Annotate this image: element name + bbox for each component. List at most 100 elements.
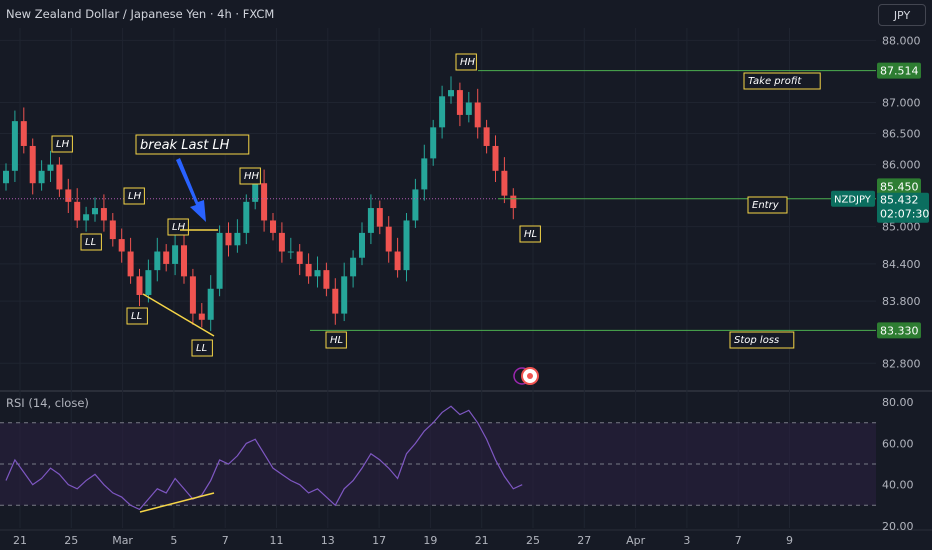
candle-body <box>118 239 125 252</box>
candle-body <box>38 170 45 184</box>
rsi-line <box>5 405 523 511</box>
rsi-axis-tick: 20.00 <box>882 520 914 533</box>
price-axis-tick: 87.000 <box>882 97 921 110</box>
rsi-axis-tick: 60.00 <box>882 437 914 450</box>
time-axis-tick: 7 <box>735 534 742 547</box>
symbol-tag-bg <box>831 190 875 207</box>
candle-body <box>465 102 472 115</box>
candle-body <box>100 208 107 221</box>
annotation-stop-loss-box <box>729 331 795 349</box>
time-axis-tick: 21 <box>475 534 489 547</box>
replay-icon-dot <box>527 373 533 379</box>
entry-price-label: 85.450 <box>880 180 919 193</box>
stop-loss-price-label-bg <box>877 322 921 339</box>
candle-body <box>287 251 294 253</box>
candle-body <box>314 270 321 277</box>
take-profit-price-label-bg <box>877 62 921 79</box>
candle-body <box>385 226 392 252</box>
price-axis-tick: 83.800 <box>882 295 921 308</box>
time-axis-tick: 25 <box>64 534 78 547</box>
candle-body <box>225 232 232 246</box>
annotation-ll-box <box>126 307 148 325</box>
currency-button[interactable]: JPY <box>878 4 926 26</box>
candle-body <box>376 208 383 227</box>
candle-body <box>154 251 161 271</box>
candle-body <box>127 251 134 277</box>
annotation-hl-box <box>325 331 347 349</box>
time-axis-tick: Apr <box>626 534 646 547</box>
candle-body <box>181 245 187 277</box>
time-axis-tick: 11 <box>270 534 284 547</box>
divergence-trendline <box>142 293 215 337</box>
price-axis-tick: 86.500 <box>882 128 921 141</box>
candle-body <box>83 214 90 221</box>
annotation-ll: LL <box>85 237 96 248</box>
annotation-lh: LH <box>172 222 186 233</box>
time-axis-tick: 3 <box>683 534 690 547</box>
candle-body <box>65 189 72 202</box>
annotation-ll-box <box>80 233 102 251</box>
candle-body <box>367 208 374 233</box>
time-axis-tick: 19 <box>423 534 437 547</box>
candle-body <box>341 276 348 314</box>
annotation-ll: LL <box>131 311 142 322</box>
rsi-axis-tick: 40.00 <box>882 479 914 492</box>
annotation-stop-loss: Stop loss <box>734 335 779 346</box>
last-price-label: 85.432 <box>880 194 919 207</box>
chart-title: New Zealand Dollar / Japanese Yen · 4h ·… <box>6 7 275 21</box>
symbol-tag: NZDJPY <box>834 195 872 206</box>
candle-body <box>421 158 428 190</box>
annotation-entry-box <box>747 196 788 214</box>
time-axis-tick: 21 <box>13 534 27 547</box>
price-axis-tick: 84.400 <box>882 258 921 271</box>
candle-body <box>11 121 18 171</box>
annotation-hh: HH <box>244 171 260 182</box>
stop-loss-price-label: 83.330 <box>880 324 919 337</box>
countdown-label: 02:07:30 <box>880 208 929 221</box>
candle-body <box>439 96 446 128</box>
annotation-lh-box <box>51 135 73 153</box>
candle-body <box>47 164 54 171</box>
rsi-axis-tick: 80.00 <box>882 396 914 409</box>
price-axis-tick: 82.800 <box>882 357 921 370</box>
annotation-take-profit-box <box>743 72 821 90</box>
candle-body <box>474 102 481 128</box>
entry-price-label-bg <box>877 178 921 195</box>
candle-body <box>145 270 152 295</box>
candle-body <box>243 201 250 233</box>
rsi-divergence-line <box>139 492 215 513</box>
annotation-hl-box <box>519 225 541 243</box>
candle-body <box>394 251 401 271</box>
annotation-lh: LH <box>56 139 70 150</box>
annotation-lh-box <box>123 187 145 205</box>
candle-body <box>74 201 81 221</box>
candle-body <box>270 220 276 233</box>
candle-body <box>501 170 508 196</box>
candle-body <box>305 263 312 277</box>
take-profit-price-label: 87.514 <box>880 65 919 78</box>
time-axis-tick: 7 <box>222 534 229 547</box>
annotation-hh-box <box>455 53 477 71</box>
price-axis-tick: 86.000 <box>882 159 921 172</box>
last-price-label-bg <box>877 192 929 223</box>
price-axis-tick: 88.000 <box>882 34 921 47</box>
candle-body <box>3 170 9 184</box>
annotation-lh: LH <box>128 191 142 202</box>
annotation-hl: HL <box>524 229 537 240</box>
annotation-ll: LL <box>196 343 207 354</box>
candle-body <box>278 232 285 252</box>
candle-body <box>261 183 268 221</box>
annotation-break-box <box>135 134 250 155</box>
time-axis-tick: 9 <box>786 534 793 547</box>
candle-body <box>296 251 303 264</box>
annotation-entry: Entry <box>752 200 780 211</box>
annotation-lh-box <box>167 218 189 236</box>
candle-body <box>412 189 419 221</box>
candle-body <box>492 145 499 171</box>
candle-body <box>332 288 339 314</box>
blue-arrow-icon <box>176 158 206 222</box>
candle-body <box>20 121 27 146</box>
candle-body <box>323 270 330 289</box>
annotation-ll-box <box>191 339 213 357</box>
